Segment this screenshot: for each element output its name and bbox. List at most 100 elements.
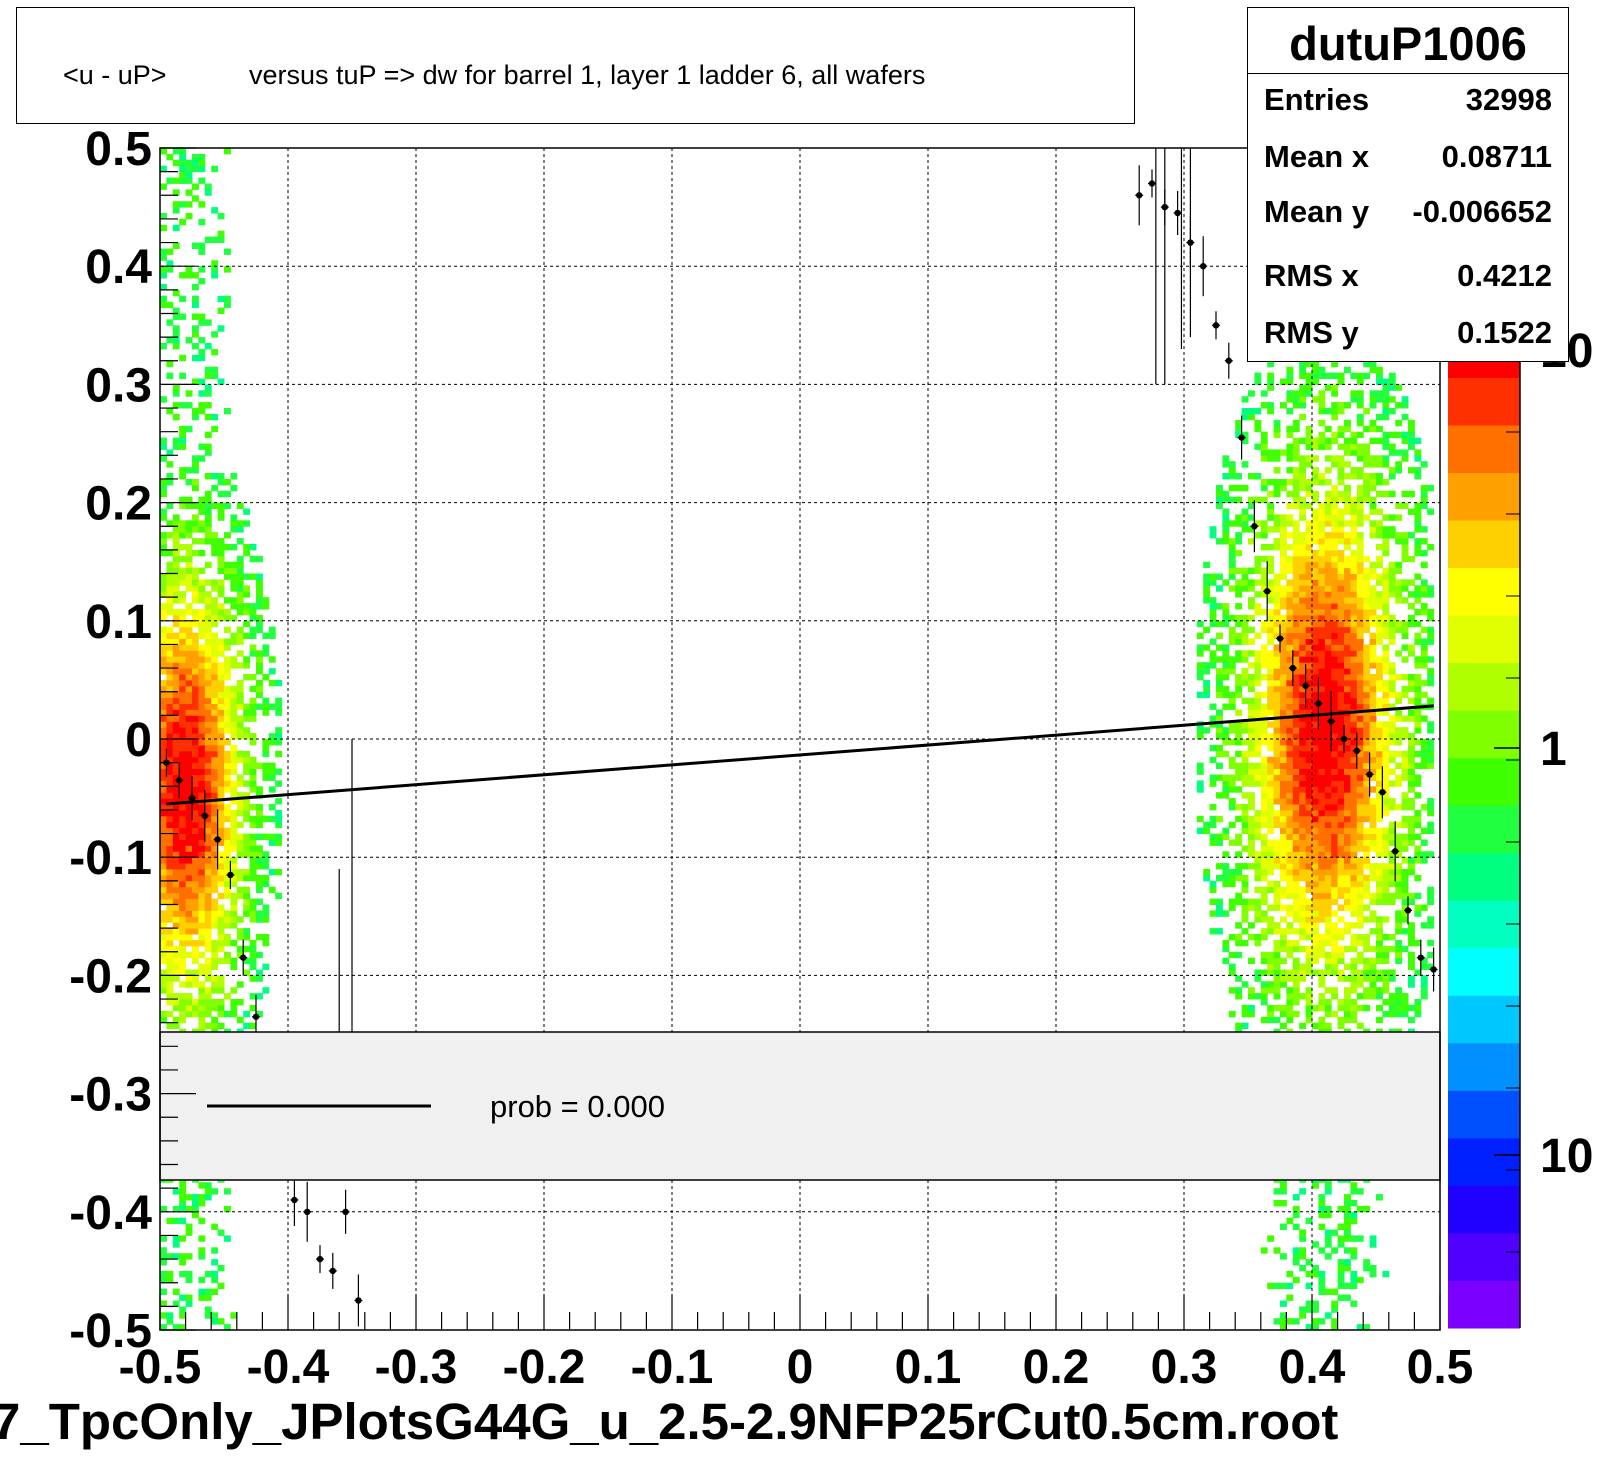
heatmap-cell (1401, 756, 1409, 764)
heatmap-cell (1337, 650, 1345, 657)
heatmap-cell (1305, 384, 1313, 391)
heatmap-cell (172, 561, 180, 569)
heatmap-cell (1305, 549, 1313, 557)
heatmap-cell (192, 644, 199, 651)
heatmap-cell (185, 715, 193, 722)
heatmap-cell (1273, 1188, 1281, 1195)
heatmap-cell (185, 792, 193, 799)
heatmap-cell (1388, 851, 1396, 858)
heatmap-cell (1331, 650, 1339, 657)
heatmap-cell (224, 1188, 231, 1195)
heatmap-cell (1248, 739, 1255, 746)
heatmap-cell (179, 750, 187, 758)
heatmap-cell (224, 727, 231, 734)
heatmap-cell (204, 384, 212, 391)
heatmap-cell (249, 544, 257, 551)
heatmap-cell (230, 614, 238, 622)
heatmap-cell (1344, 679, 1351, 687)
heatmap-cell (1286, 674, 1294, 681)
heatmap-cell (1312, 532, 1319, 539)
heatmap-cell (256, 626, 263, 634)
heatmap-cell (1254, 703, 1262, 710)
heatmap-cell (1382, 443, 1390, 450)
heatmap-cell (1267, 845, 1275, 852)
heatmap-cell (1376, 413, 1383, 421)
heatmap-cell (243, 620, 251, 628)
heatmap-cell (1318, 827, 1326, 834)
heatmap-cell (1331, 845, 1339, 852)
heatmap-cell (1324, 620, 1332, 628)
heatmap-cell (1382, 632, 1390, 639)
heatmap-cell (1318, 821, 1326, 829)
profile-point (1289, 664, 1297, 672)
heatmap-cell (1267, 739, 1275, 746)
heatmap-cell (1273, 685, 1281, 693)
heatmap-cell (1337, 768, 1345, 775)
heatmap-cell (1388, 839, 1396, 846)
heatmap-cell (198, 744, 206, 752)
heatmap-cell (1344, 697, 1351, 704)
heatmap-cell (1241, 910, 1249, 917)
heatmap-cell (1331, 1324, 1339, 1331)
heatmap-cell (1388, 614, 1396, 622)
heatmap-cell (1299, 461, 1307, 468)
heatmap-cell (1395, 431, 1403, 439)
heatmap-cell (1273, 774, 1281, 781)
heatmap-cell (172, 337, 180, 344)
heatmap-cell (192, 514, 199, 521)
heatmap-cell (1299, 638, 1307, 645)
profile-point (1366, 771, 1373, 778)
heatmap-cell (1344, 963, 1351, 970)
heatmap-cell (160, 916, 167, 923)
heatmap-cell (1344, 904, 1351, 911)
heatmap-cell (1356, 975, 1364, 982)
heatmap-cell (166, 904, 174, 911)
heatmap-cell (192, 283, 199, 291)
heatmap-cell (224, 674, 231, 681)
stat-row: Mean x 0.08711 (1264, 139, 1552, 179)
heatmap-cell (256, 603, 263, 610)
heatmap-cell (185, 502, 193, 509)
heatmap-cell (1228, 904, 1236, 911)
heatmap-cell (1356, 762, 1364, 769)
heatmap-cell (1350, 585, 1358, 592)
heatmap-cell (204, 614, 212, 622)
heatmap-cell (204, 804, 212, 811)
heatmap-cell (1344, 863, 1351, 870)
heatmap-cell (1241, 508, 1249, 515)
heatmap-cell (160, 1235, 167, 1242)
heatmap-cell (1273, 609, 1281, 616)
heatmap-cell (1408, 508, 1415, 515)
heatmap-cell (256, 804, 263, 811)
heatmap-cell (172, 916, 180, 923)
heatmap-cell (1401, 632, 1409, 639)
heatmap-cell (1356, 715, 1364, 722)
heatmap-cell (1248, 473, 1255, 480)
heatmap-cell (1344, 739, 1351, 746)
heatmap-cell (1254, 721, 1262, 728)
heatmap-cell (1376, 366, 1383, 374)
heatmap-cell (185, 585, 193, 592)
heatmap-cell (198, 845, 206, 852)
heatmap-cell (204, 857, 212, 864)
stat-label: RMS y (1264, 315, 1359, 350)
heatmap-cell (1286, 532, 1294, 539)
heatmap-cell (1388, 727, 1396, 734)
heatmap-cell (1196, 632, 1204, 639)
heatmap-cell (160, 532, 167, 539)
heatmap-cell (1318, 898, 1326, 905)
heatmap-cell (1363, 585, 1371, 592)
x-tick-label: -0.3 (375, 1341, 458, 1394)
heatmap-cell (1235, 709, 1243, 716)
heatmap-cell (192, 939, 199, 947)
heatmap-cell (230, 585, 238, 592)
heatmap-cell (198, 567, 206, 574)
heatmap-cell (1260, 762, 1268, 769)
heatmap-cell (179, 597, 187, 604)
heatmap-cell (198, 898, 206, 905)
heatmap-cell (1363, 945, 1371, 953)
heatmap-cell (192, 697, 199, 704)
heatmap-cell (1318, 833, 1326, 840)
heatmap-cell (1216, 839, 1223, 846)
heatmap-cell (204, 821, 212, 829)
